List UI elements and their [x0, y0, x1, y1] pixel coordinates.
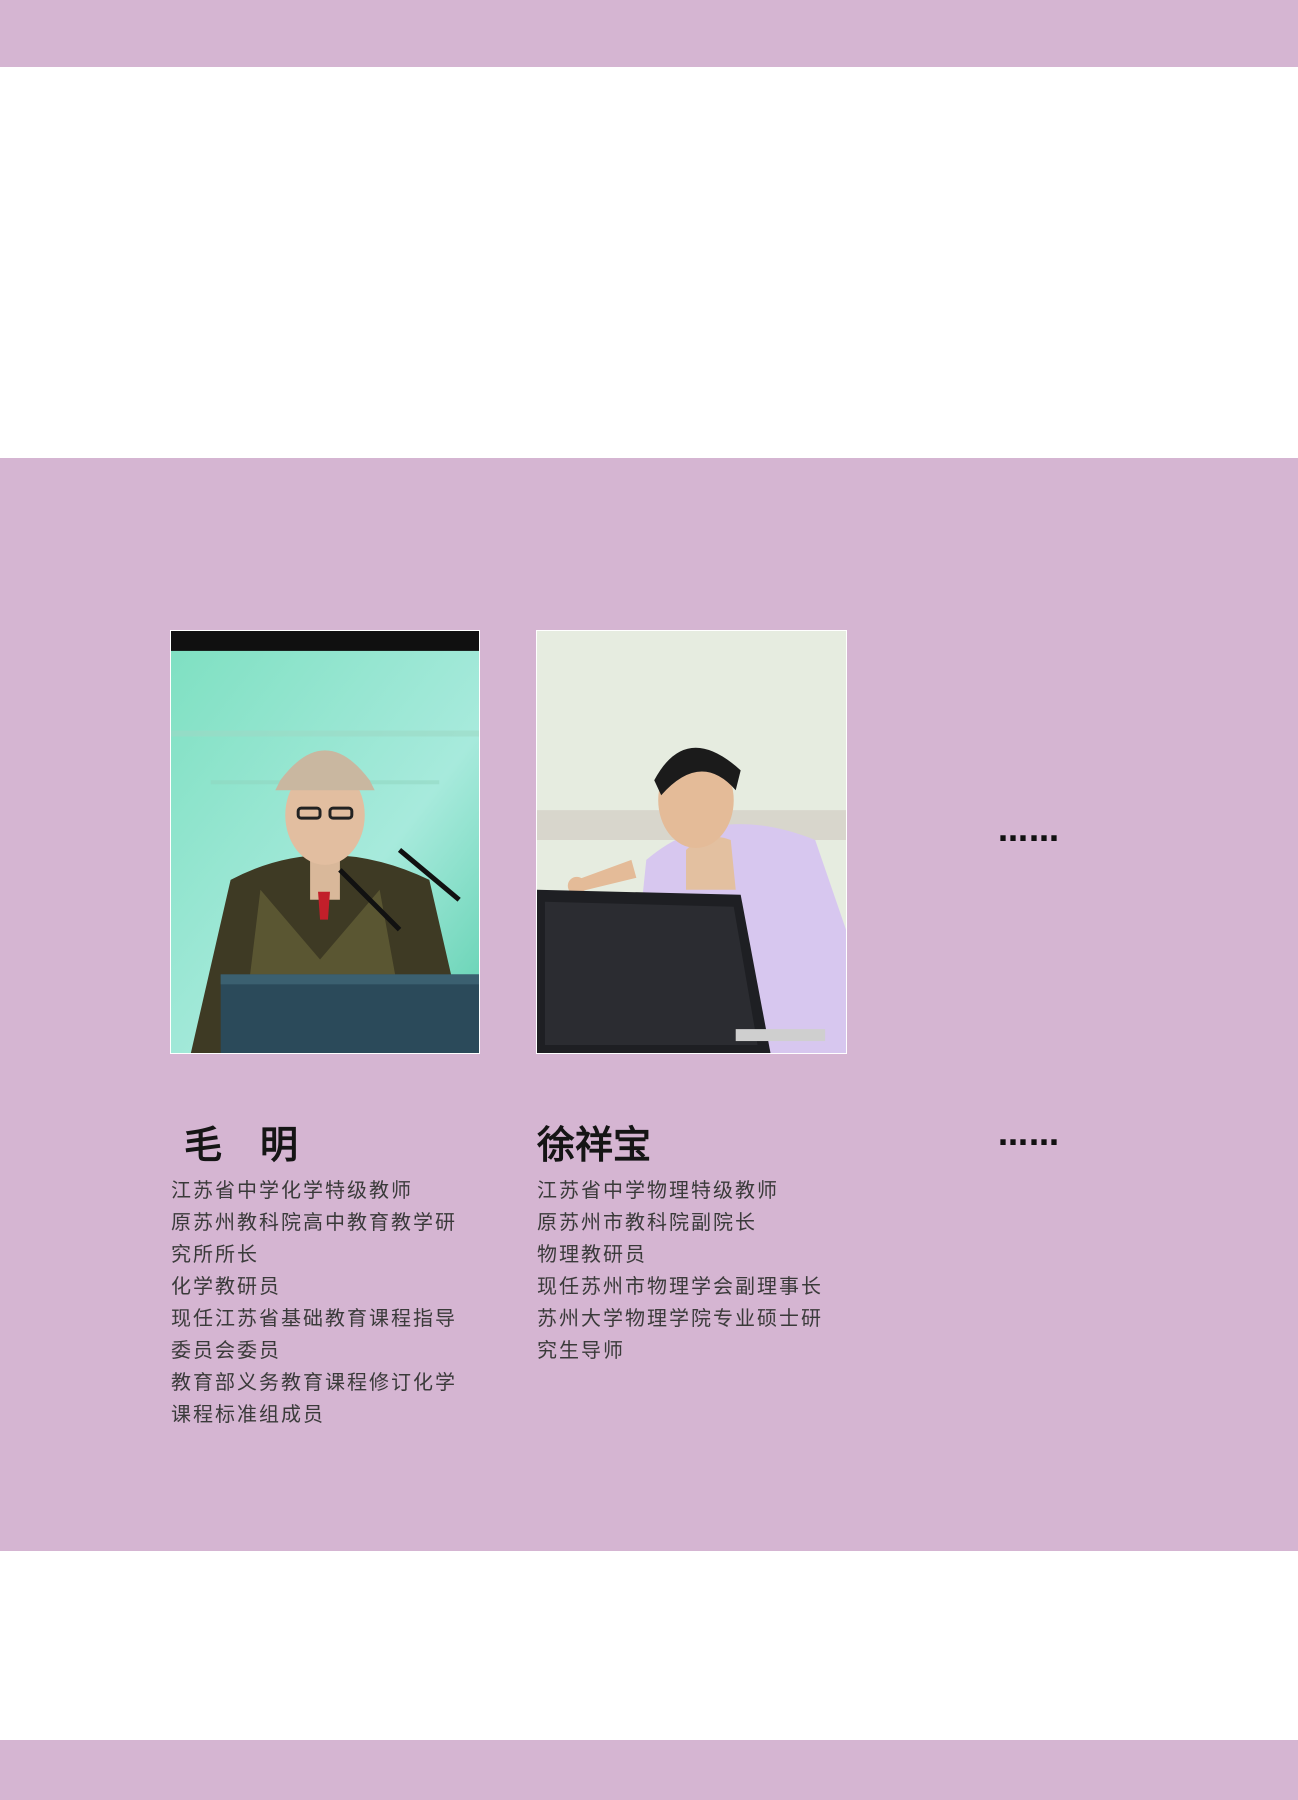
- bio-line: 现任江苏省基础教育课程指导: [171, 1306, 457, 1330]
- bio-line: 现任苏州市物理学会副理事长: [537, 1274, 823, 1298]
- bio-line: 江苏省中学物理特级教师: [537, 1178, 779, 1202]
- profile-name: 毛 明: [184, 1122, 299, 1167]
- profile-bio: 江苏省中学物理特级教师 原苏州市教科院副院长 物理教研员 现任苏州市物理学会副理…: [537, 1174, 823, 1366]
- bio-line: 课程标准组成员: [171, 1402, 325, 1426]
- bio-line: 苏州大学物理学院专业硕士研: [537, 1306, 823, 1330]
- bio-line: 原苏州市教科院副院长: [537, 1210, 757, 1234]
- bio-line: 化学教研员: [171, 1274, 281, 1298]
- profile-photo-xu-xiangbao: [536, 630, 847, 1054]
- bio-line: 究生导师: [537, 1338, 625, 1362]
- bottom-color-band: [0, 1740, 1298, 1800]
- ellipsis-more-profiles: ……: [998, 1118, 1060, 1153]
- bio-line: 江苏省中学化学特级教师: [171, 1178, 413, 1202]
- bio-line: 教育部义务教育课程修订化学: [171, 1370, 457, 1394]
- profile-name: 徐祥宝: [537, 1122, 652, 1167]
- bio-line: 原苏州教科院高中教育教学研: [171, 1210, 457, 1234]
- profile-bio: 江苏省中学化学特级教师 原苏州教科院高中教育教学研 究所所长 化学教研员 现任江…: [171, 1174, 457, 1430]
- podium-speaker-illustration: [171, 631, 479, 1053]
- bio-line: 委员会委员: [171, 1338, 281, 1362]
- bio-line: 究所所长: [171, 1242, 259, 1266]
- profile-photo-mao-ming: [170, 630, 480, 1054]
- bio-line: 物理教研员: [537, 1242, 647, 1266]
- lecturer-laptop-illustration: [537, 631, 846, 1053]
- top-color-band: [0, 0, 1298, 67]
- ellipsis-more-photos: ……: [998, 814, 1060, 849]
